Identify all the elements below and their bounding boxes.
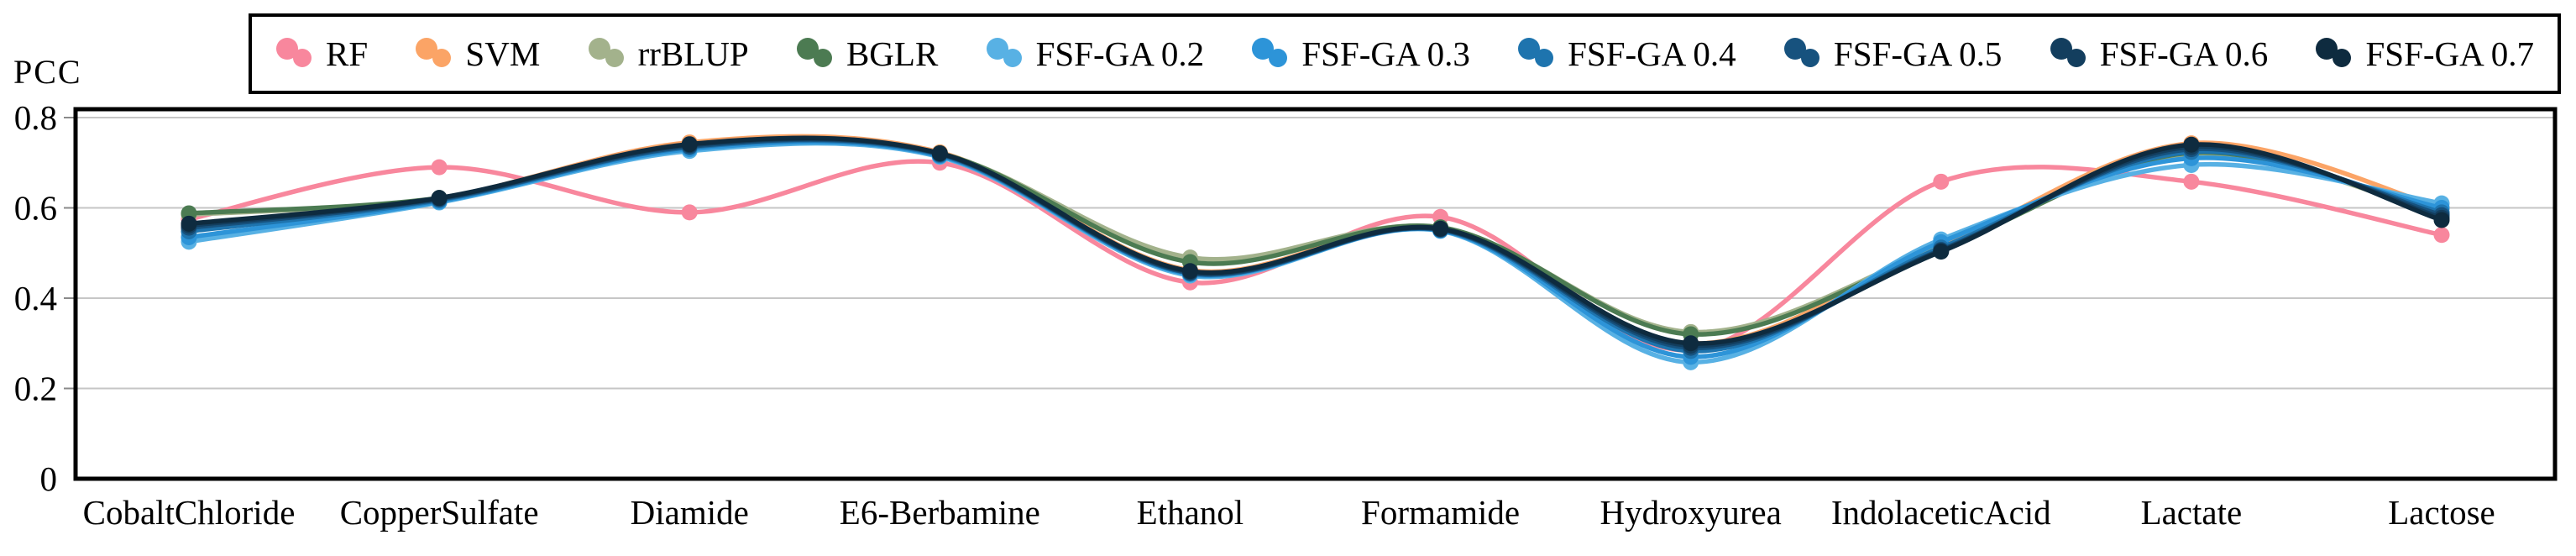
plot-frame	[73, 107, 2558, 481]
data-point-FSF-GA 0.7-IndolaceticAcid	[1933, 244, 1950, 260]
legend-label: FSF-GA 0.6	[2099, 34, 2269, 73]
legend-two-dots-marker-icon	[2050, 38, 2086, 67]
legend-item-SVM: SVM	[415, 34, 540, 74]
legend-item-FSF-GA 0.2: FSF-GA 0.2	[986, 34, 1205, 74]
legend-two-dots-marker-icon	[2316, 38, 2352, 67]
series-line-FSF-GA 0.7	[186, 135, 2444, 346]
legend-item-FSF-GA 0.5: FSF-GA 0.5	[1783, 34, 2003, 74]
data-point-FSF-GA 0.7-Hydroxyurea	[1683, 335, 1699, 352]
legend-two-dots-marker-icon	[1518, 38, 1554, 67]
data-point-RF-Diamide	[681, 204, 698, 221]
legend-label: FSF-GA 0.5	[1833, 34, 2003, 73]
legend-box: RF SVM rrBLUP BGLR FSF-GA 0.2 FSF-GA 0.3 FSF-G…	[249, 13, 2561, 94]
y-tick-label-0.6: 0.6	[14, 189, 57, 228]
x-tick-label-Diamide: Diamide	[631, 493, 749, 532]
legend-item-RF: RF	[275, 34, 368, 74]
x-tick-label-Ethanol: Ethanol	[1137, 493, 1244, 532]
legend-item-FSF-GA 0.6: FSF-GA 0.6	[2050, 34, 2269, 74]
legend-item-BGLR: BGLR	[796, 34, 938, 74]
legend-two-dots-marker-icon	[986, 38, 1022, 67]
legend-two-dots-marker-icon	[276, 38, 312, 67]
x-tick-label-Hydroxyurea: Hydroxyurea	[1600, 493, 1782, 532]
data-point-FSF-GA 0.7-Lactose	[2433, 212, 2450, 228]
data-point-FSF-GA 0.7-Lactate	[2183, 136, 2200, 153]
legend-item-rrBLUP: rrBLUP	[588, 34, 749, 74]
legend-label: SVM	[465, 34, 541, 73]
legend-label: FSF-GA 0.3	[1301, 34, 1470, 73]
data-point-FSF-GA 0.7-CobaltChloride	[181, 215, 197, 232]
legend-label: RF	[326, 34, 369, 73]
data-point-FSF-GA 0.7-Diamide	[681, 136, 698, 153]
x-tick-label-E6-Berbamine: E6-Berbamine	[840, 493, 1040, 532]
x-tick-label-CobaltChloride: CobaltChloride	[83, 493, 296, 532]
legend-item-FSF-GA 0.7: FSF-GA 0.7	[2315, 34, 2534, 74]
legend-label: rrBLUP	[637, 34, 749, 73]
series-line-RF	[186, 159, 2444, 353]
data-point-FSF-GA 0.7-E6-Berbamine	[931, 144, 948, 161]
legend-two-dots-marker-icon	[1783, 38, 1819, 67]
data-point-RF-CopperSulfate	[431, 159, 448, 176]
legend-two-dots-marker-icon	[796, 38, 832, 67]
legend-item-FSF-GA 0.3: FSF-GA 0.3	[1251, 34, 1470, 74]
legend-label: FSF-GA 0.7	[2365, 34, 2534, 73]
legend-two-dots-marker-icon	[588, 38, 624, 67]
y-tick-label-0.4: 0.4	[14, 279, 57, 317]
legend-two-dots-marker-icon	[1252, 38, 1288, 67]
y-tick-label-0.8: 0.8	[14, 98, 57, 137]
y-tick-label-0: 0	[40, 459, 58, 498]
x-tick-label-Lactate: Lactate	[2141, 493, 2243, 532]
data-point-FSF-GA 0.7-CopperSulfate	[431, 190, 448, 207]
x-tick-label-Lactose: Lactose	[2388, 493, 2495, 532]
data-point-RF-Lactate	[2183, 173, 2200, 190]
legend-label: FSF-GA 0.4	[1568, 34, 1736, 73]
legend-label: BGLR	[846, 34, 939, 73]
data-point-FSF-GA 0.7-Ethanol	[1181, 263, 1198, 280]
legend-label: FSF-GA 0.2	[1035, 34, 1205, 73]
legend-item-FSF-GA 0.4: FSF-GA 0.4	[1517, 34, 1736, 74]
data-point-RF-Lactose	[2433, 227, 2450, 244]
legend-two-dots-marker-icon	[416, 38, 452, 67]
data-point-RF-IndolaceticAcid	[1933, 173, 1950, 190]
x-tick-label-Formamide: Formamide	[1361, 493, 1520, 532]
data-point-FSF-GA 0.7-Formamide	[1432, 220, 1449, 237]
y-axis-title: PCC	[13, 53, 82, 91]
x-tick-label-CopperSulfate: CopperSulfate	[340, 493, 539, 532]
y-tick-label-0.2: 0.2	[14, 370, 57, 408]
x-tick-label-IndolaceticAcid: IndolaceticAcid	[1831, 493, 2051, 532]
